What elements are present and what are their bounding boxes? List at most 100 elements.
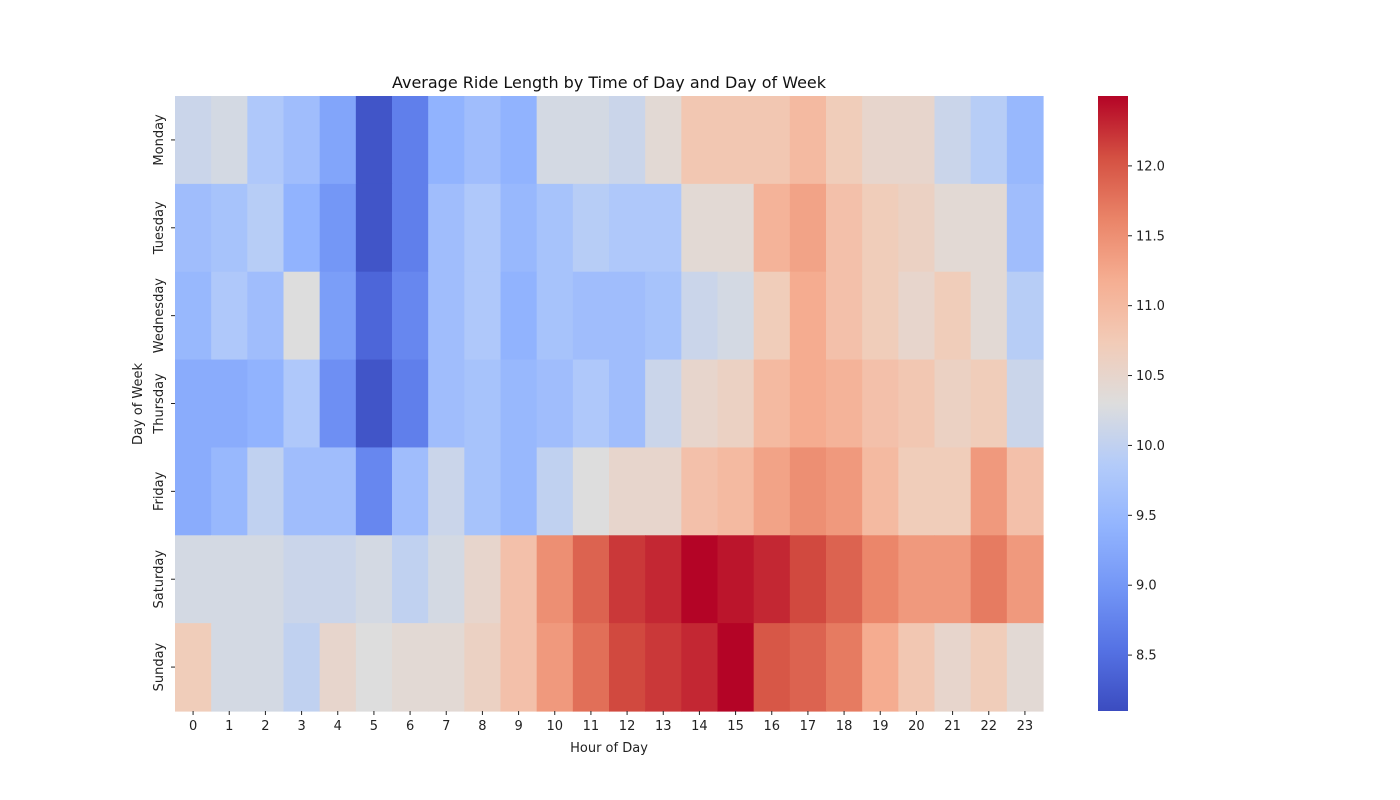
x-tick-label: 5 xyxy=(370,719,378,734)
heatmap-cell xyxy=(572,447,610,536)
heatmap-cell xyxy=(609,359,646,449)
colorbar-ticks: 8.5 9.0 9.5 10.0 10.5 11.0 11.5 12.0 xyxy=(1128,159,1165,664)
heatmap-cell xyxy=(1006,535,1044,624)
heatmap-cell xyxy=(898,359,936,449)
heatmap-cell xyxy=(211,271,248,361)
heatmap-cell xyxy=(609,271,646,361)
heatmap-cell xyxy=(1006,96,1044,185)
heatmap-cell xyxy=(862,183,899,273)
heatmap-cell xyxy=(898,96,936,185)
heatmap-cell xyxy=(572,535,610,624)
heatmap-cell xyxy=(319,623,357,712)
heatmap-cell xyxy=(934,447,972,536)
heatmap-cell xyxy=(247,271,285,361)
x-tick-label: 0 xyxy=(189,719,197,734)
y-tick-label: Wednesday xyxy=(152,278,167,354)
chart-title: Average Ride Length by Time of Day and D… xyxy=(392,73,827,92)
heatmap-cell xyxy=(464,183,502,273)
heatmap-cell xyxy=(464,359,502,449)
heatmap-cell xyxy=(934,623,972,712)
x-tick-label: 9 xyxy=(514,719,522,734)
y-tick-label: Friday xyxy=(152,471,167,511)
heatmap-cell xyxy=(934,96,972,185)
heatmap-cell xyxy=(536,623,574,712)
heatmap-cell xyxy=(247,447,285,536)
heatmap-cell xyxy=(862,535,899,624)
heatmap-cell xyxy=(717,271,755,361)
heatmap-cell xyxy=(934,535,972,624)
x-tick-label: 15 xyxy=(727,719,744,734)
x-tick-label: 20 xyxy=(908,719,925,734)
heatmap-cell xyxy=(898,183,936,273)
heatmap-cell xyxy=(753,96,791,185)
heatmap-cell xyxy=(500,183,538,273)
x-tick-label: 16 xyxy=(763,719,780,734)
heatmap-cell xyxy=(789,535,827,624)
heatmap-cell xyxy=(609,96,646,185)
heatmap-cell xyxy=(898,535,936,624)
heatmap-cell xyxy=(392,535,429,624)
colorbar xyxy=(1098,96,1128,711)
heatmap-cell xyxy=(355,96,393,185)
y-tick-label: Tuesday xyxy=(152,201,167,255)
heatmap-cell xyxy=(862,271,899,361)
heatmap-cell xyxy=(609,535,646,624)
heatmap-cell xyxy=(283,96,321,185)
heatmap-cell xyxy=(283,447,321,536)
heatmap-cell xyxy=(681,96,719,185)
heatmap-cell xyxy=(536,535,574,624)
heatmap-cell xyxy=(283,623,321,712)
heatmap-cell xyxy=(355,183,393,273)
colorbar-tick-label: 9.5 xyxy=(1136,509,1157,524)
heatmap-cell xyxy=(428,535,465,624)
heatmap-cell xyxy=(392,447,429,536)
x-tick-label: 19 xyxy=(872,719,889,734)
heatmap-cell xyxy=(319,447,357,536)
heatmap-cell xyxy=(283,359,321,449)
heatmap-cell xyxy=(572,271,610,361)
heatmap-cell xyxy=(355,535,393,624)
heatmap-cell xyxy=(319,96,357,185)
heatmap-cell xyxy=(428,96,465,185)
y-axis-ticks: Monday Tuesday Wednesday Thursday Friday Satu… xyxy=(152,114,175,691)
heatmap-cell xyxy=(826,623,863,712)
heatmap-cell xyxy=(247,96,285,185)
heatmap-cell xyxy=(645,623,682,712)
heatmap-cell xyxy=(1006,359,1044,449)
heatmap-cell xyxy=(428,447,465,536)
heatmap-cell xyxy=(572,183,610,273)
heatmap-cell xyxy=(717,96,755,185)
heatmap-cell xyxy=(681,271,719,361)
heatmap-cell xyxy=(1006,271,1044,361)
heatmap-cell xyxy=(500,447,538,536)
heatmap-cell xyxy=(536,359,574,449)
heatmap-cell xyxy=(717,183,755,273)
heatmap-cell xyxy=(934,271,972,361)
heatmap-cell xyxy=(355,623,393,712)
heatmap-cell xyxy=(428,271,465,361)
heatmap-cell xyxy=(826,359,863,449)
x-axis-label: Hour of Day xyxy=(570,741,648,756)
heatmap-cell xyxy=(826,96,863,185)
heatmap-cell xyxy=(717,447,755,536)
heatmap-cell xyxy=(211,96,248,185)
heatmap-cell xyxy=(283,271,321,361)
y-tick-label: Monday xyxy=(152,114,167,166)
heatmap-cell xyxy=(428,183,465,273)
heatmap-cell xyxy=(464,96,502,185)
heatmap-cell xyxy=(789,96,827,185)
heatmap-cell xyxy=(247,623,285,712)
heatmap-cell xyxy=(609,623,646,712)
heatmap-cell xyxy=(536,183,574,273)
heatmap-cell xyxy=(970,183,1008,273)
x-tick-label: 13 xyxy=(655,719,672,734)
x-tick-label: 7 xyxy=(442,719,450,734)
heatmap-cell xyxy=(464,623,502,712)
heatmap-cell xyxy=(247,183,285,273)
heatmap-cell xyxy=(645,447,682,536)
heatmap-cell xyxy=(753,183,791,273)
heatmap-cell xyxy=(355,271,393,361)
heatmap-cell xyxy=(681,535,719,624)
heatmap-cell xyxy=(500,271,538,361)
